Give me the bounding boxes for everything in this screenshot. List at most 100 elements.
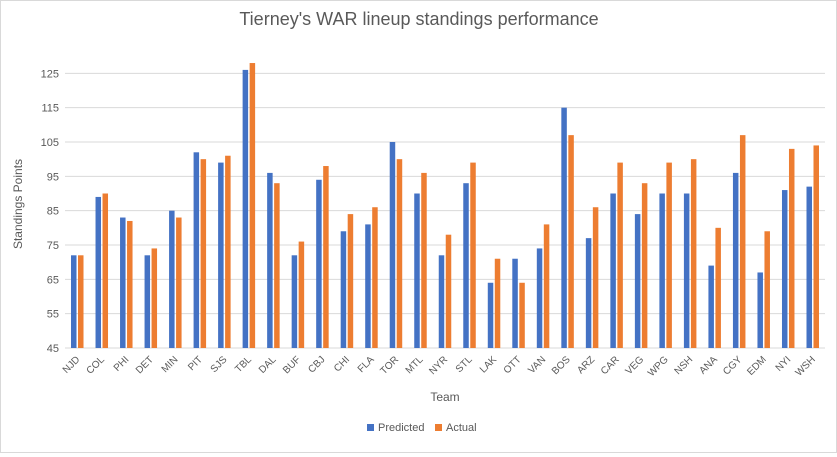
x-tick-label: OTT (502, 354, 524, 376)
x-tick-label: COL (85, 354, 108, 377)
y-tick-label: 75 (47, 240, 59, 252)
x-tick-label: NSH (673, 354, 696, 377)
bar-predicted-nyi (781, 190, 788, 348)
bar-predicted-pit (193, 152, 200, 348)
bar-actual-buf (298, 241, 305, 348)
x-tick-label: PIT (186, 354, 205, 373)
bar-predicted-buf (291, 255, 298, 348)
y-tick-label: 65 (47, 274, 59, 286)
bar-actual-nyi (788, 148, 795, 348)
legend-swatch-actual (435, 424, 442, 431)
x-tick-label: TBL (233, 354, 254, 375)
bar-actual-edm (764, 231, 770, 348)
bar-predicted-nsh (683, 193, 690, 348)
bar-predicted-mtl (414, 193, 420, 348)
bar-actual-cgy (739, 135, 746, 348)
x-tick-label: BUF (281, 354, 303, 376)
x-tick-label: VEG (624, 354, 647, 377)
bar-actual-dal (274, 183, 280, 348)
bar-predicted-arz (585, 238, 592, 348)
legend-label-actual: Actual (446, 422, 477, 434)
x-tick-label: NJD (61, 354, 83, 376)
bar-predicted-tbl (242, 69, 249, 349)
bar-predicted-stl (463, 183, 469, 348)
bar-actual-det (151, 248, 158, 348)
x-tick-label: WPG (646, 354, 671, 379)
x-tick-label: ARZ (575, 354, 597, 376)
bar-predicted-cgy (732, 172, 739, 348)
bar-actual-stl (470, 162, 476, 348)
bar-predicted-van (536, 248, 543, 348)
bar-predicted-ana (708, 265, 714, 348)
bar-predicted-chi (340, 231, 347, 348)
x-tick-label: SJS (209, 354, 230, 375)
x-axis-title: Team (430, 390, 459, 404)
bar-actual-sjs (225, 155, 231, 348)
x-axis-tick-labels: NJD COL PHI DET MIN PIT SJS TBL DAL BUF CBJ CHI FLA T… (61, 354, 818, 379)
y-tick-label: 55 (47, 309, 59, 321)
bar-actual-nyr (445, 234, 452, 348)
bar-actual-car (617, 162, 623, 348)
bar-predicted-ott (512, 258, 518, 348)
x-tick-label: MIN (160, 354, 181, 375)
legend-swatch-predicted (367, 424, 374, 431)
x-tick-label: EDM (745, 354, 769, 378)
x-tick-label: WSH (794, 354, 818, 378)
bar-predicted-det (144, 255, 151, 348)
x-tick-label: BOS (550, 354, 573, 377)
bar-predicted-min (169, 210, 175, 348)
bar-predicted-sjs (218, 162, 224, 348)
bars (71, 63, 819, 349)
bar-actual-cbj (323, 166, 329, 348)
bar-actual-lak (494, 258, 501, 348)
bar-actual-wpg (666, 162, 672, 348)
bar-predicted-cbj (316, 179, 322, 348)
bar-actual-bos (568, 135, 574, 348)
x-tick-label: TOR (379, 354, 402, 377)
x-tick-label: CAR (599, 354, 622, 377)
bar-predicted-lak (487, 282, 494, 348)
x-tick-label: ANA (697, 354, 720, 377)
gridlines (65, 72, 825, 349)
y-tick-label: 115 (41, 103, 59, 115)
y-axis-title: Standings Points (11, 159, 25, 249)
x-tick-label: NYR (427, 354, 450, 377)
bar-predicted-dal (267, 172, 273, 348)
y-tick-label: 45 (47, 343, 59, 355)
bar-predicted-edm (757, 272, 763, 348)
bar-predicted-bos (561, 107, 567, 349)
bar-actual-arz (592, 207, 599, 348)
bar-predicted-fla (365, 224, 371, 348)
bar-predicted-njd (71, 255, 77, 348)
x-tick-label: MTL (404, 354, 426, 376)
bar-actual-tor (396, 159, 403, 348)
bar-predicted-col (95, 196, 102, 348)
x-tick-label: FLA (356, 354, 377, 375)
y-tick-label: 125 (41, 68, 59, 80)
bar-actual-tbl (249, 63, 256, 349)
legend-label-predicted: Predicted (378, 422, 424, 434)
x-tick-label: CGY (721, 354, 744, 377)
bar-actual-ott (519, 282, 525, 348)
bar-predicted-veg (634, 214, 641, 348)
bar-predicted-wpg (659, 193, 665, 348)
bar-actual-nsh (690, 159, 697, 348)
y-tick-label: 105 (41, 137, 59, 149)
bar-predicted-phi (120, 217, 126, 348)
bar-actual-mtl (421, 172, 427, 348)
bar-predicted-car (610, 193, 616, 348)
bar-actual-van (543, 224, 550, 348)
bar-actual-wsh (813, 145, 819, 348)
bar-actual-chi (347, 214, 354, 348)
x-tick-label: DET (134, 354, 156, 376)
bar-predicted-wsh (806, 186, 812, 348)
bar-actual-veg (641, 183, 648, 348)
x-tick-label: CBJ (306, 354, 327, 375)
legend: Predicted Actual (367, 422, 477, 434)
x-tick-label: LAK (478, 354, 499, 375)
bar-actual-njd (78, 255, 84, 348)
bar-actual-ana (715, 227, 721, 348)
bar-actual-min (176, 217, 182, 348)
